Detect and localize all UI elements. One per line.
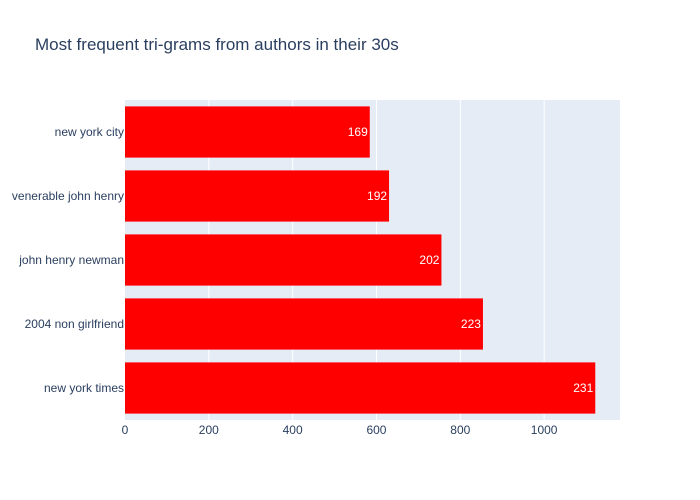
- y-tick-label: venerable john henry: [12, 189, 124, 203]
- bar[interactable]: [125, 234, 442, 286]
- y-tick-label: 2004 non girlfriend: [25, 317, 124, 331]
- y-tick-label: new york times: [44, 381, 124, 395]
- x-tick-label: 400: [283, 423, 303, 437]
- x-tick-labels: 0 200 400 600 800 1000: [122, 423, 558, 437]
- data-label: 231: [573, 381, 593, 395]
- bars: [125, 106, 596, 414]
- data-label: 202: [419, 253, 439, 267]
- bar[interactable]: [125, 170, 390, 222]
- chart-title: Most frequent tri-grams from authors in …: [35, 35, 399, 54]
- x-tick-label: 800: [450, 423, 470, 437]
- bar[interactable]: [125, 298, 483, 350]
- data-labels: 169 192 202 223 231: [348, 125, 594, 395]
- data-label: 169: [348, 125, 368, 139]
- x-tick-label: 0: [122, 423, 129, 437]
- y-tick-label: new york city: [55, 125, 124, 139]
- data-label: 223: [461, 317, 481, 331]
- y-tick-label: john henry newman: [18, 253, 124, 267]
- y-tick-labels: new york city venerable john henry john he…: [12, 125, 124, 395]
- data-label: 192: [367, 189, 387, 203]
- x-tick-label: 600: [366, 423, 386, 437]
- x-tick-label: 200: [199, 423, 219, 437]
- x-tick-label: 1000: [531, 423, 558, 437]
- bar[interactable]: [125, 362, 596, 414]
- bar[interactable]: [125, 106, 370, 158]
